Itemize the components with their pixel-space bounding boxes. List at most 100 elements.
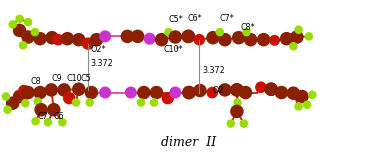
Text: C6*: C6* (187, 14, 202, 23)
Point (17, 95, 23, 98)
Point (228, 122, 234, 125)
Point (210, 36, 216, 39)
Point (268, 88, 274, 90)
Text: *: * (175, 45, 179, 51)
Text: C7: C7 (38, 112, 48, 121)
Point (243, 31, 249, 33)
Text: C8: C8 (30, 77, 41, 86)
Point (290, 92, 296, 95)
Text: C7*: C7* (220, 14, 235, 23)
Point (124, 35, 130, 38)
Point (17, 18, 23, 20)
Text: C8*: C8* (240, 23, 255, 32)
Point (296, 105, 302, 108)
Point (294, 36, 300, 38)
Point (38, 108, 44, 111)
Point (235, 36, 242, 39)
Point (242, 91, 248, 94)
Point (197, 89, 203, 92)
Point (25, 36, 31, 38)
Point (37, 91, 43, 94)
Point (151, 101, 157, 104)
Point (304, 103, 310, 106)
Point (185, 35, 191, 38)
Point (196, 38, 202, 41)
Point (222, 38, 228, 41)
Point (306, 35, 312, 38)
Point (59, 121, 65, 124)
Point (135, 35, 141, 38)
Point (33, 120, 39, 123)
Point (76, 38, 82, 41)
Point (20, 44, 26, 47)
Point (271, 39, 277, 42)
Point (222, 89, 228, 91)
Point (73, 101, 79, 104)
Point (235, 101, 241, 104)
Point (85, 42, 91, 45)
Point (102, 91, 108, 94)
Point (248, 38, 254, 41)
Point (284, 37, 290, 40)
Point (166, 31, 172, 33)
Point (309, 94, 315, 96)
Point (147, 37, 153, 40)
Point (217, 31, 223, 33)
Point (87, 101, 93, 104)
Text: O2: O2 (213, 86, 225, 95)
Point (45, 121, 51, 124)
Point (153, 91, 160, 94)
Point (172, 36, 178, 38)
Point (186, 91, 192, 94)
Point (64, 37, 70, 40)
Point (32, 31, 38, 33)
Point (35, 100, 41, 103)
Point (279, 91, 285, 94)
Text: O2*: O2* (90, 45, 106, 54)
Point (5, 108, 11, 111)
Point (3, 95, 9, 98)
Point (268, 88, 274, 90)
Point (299, 95, 305, 98)
Text: C10*: C10* (163, 45, 183, 54)
Point (234, 89, 240, 91)
Point (37, 37, 43, 40)
Point (185, 35, 191, 38)
Point (138, 101, 144, 104)
Text: C5: C5 (80, 74, 91, 83)
Point (209, 91, 215, 94)
Point (141, 91, 147, 94)
Point (10, 23, 16, 26)
Text: dimer  II: dimer II (161, 136, 217, 149)
Point (66, 97, 72, 99)
Text: C9: C9 (51, 74, 62, 83)
Point (49, 36, 55, 39)
Point (51, 108, 57, 111)
Point (25, 21, 31, 23)
Point (186, 91, 192, 94)
Point (165, 97, 171, 99)
Point (258, 86, 264, 89)
Text: C5*: C5* (169, 16, 183, 24)
Point (128, 91, 134, 94)
Point (260, 38, 266, 41)
Point (25, 91, 31, 94)
Point (172, 91, 178, 94)
Text: C10: C10 (67, 74, 82, 83)
Point (234, 89, 240, 91)
Point (48, 89, 54, 91)
Text: C6: C6 (54, 112, 64, 121)
Text: 3.372: 3.372 (90, 59, 113, 68)
Point (55, 38, 61, 41)
Text: 3.372: 3.372 (202, 66, 225, 75)
Point (159, 38, 165, 41)
Point (17, 29, 23, 32)
Point (10, 102, 16, 104)
Point (290, 45, 296, 48)
Point (296, 29, 302, 31)
Point (88, 91, 94, 94)
Point (22, 102, 28, 104)
Point (21, 89, 27, 92)
Point (76, 88, 82, 90)
Point (102, 35, 108, 38)
